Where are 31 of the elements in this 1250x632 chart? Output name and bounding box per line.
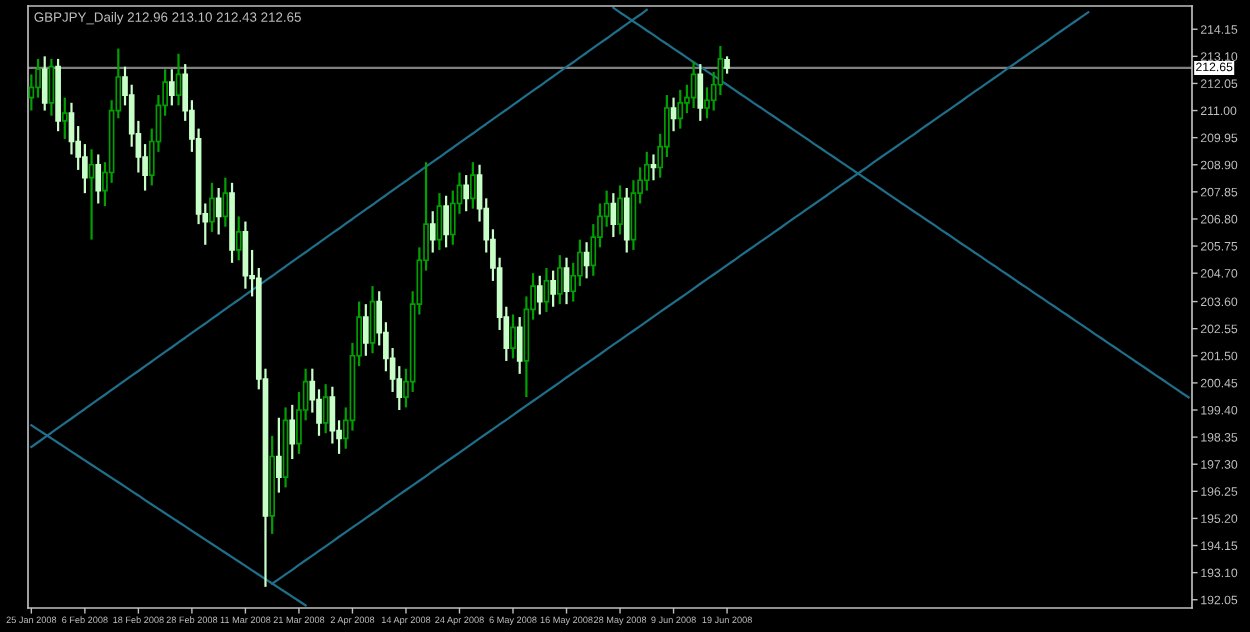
- candlestick: [650, 153, 657, 182]
- candlestick: [209, 181, 215, 233]
- candlestick: [550, 269, 556, 308]
- candlestick: [276, 416, 282, 494]
- candlestick: [61, 96, 68, 141]
- candlestick: [536, 274, 543, 316]
- candlestick: [670, 96, 677, 133]
- candlestick: [429, 210, 436, 254]
- candlestick: [470, 161, 476, 210]
- candlestick: [289, 403, 296, 461]
- candlestick: [95, 153, 102, 205]
- candlestick: [617, 184, 623, 236]
- candlestick: [88, 148, 95, 241]
- candlestick: [556, 254, 563, 306]
- candlestick: [362, 303, 369, 357]
- candlestick: [463, 173, 470, 213]
- candlestick: [41, 55, 48, 112]
- candlestick: [563, 256, 570, 306]
- candlestick: [215, 186, 222, 236]
- candlestick: [697, 62, 704, 122]
- candlestick: [516, 315, 523, 375]
- candlestick: [48, 57, 55, 117]
- candlestick: [168, 68, 175, 107]
- candlestick: [443, 194, 449, 249]
- candlestick: [235, 215, 242, 262]
- candlestick: [623, 186, 630, 254]
- candlestick: [242, 220, 249, 290]
- candlestick: [322, 383, 329, 435]
- candlestick: [677, 88, 684, 130]
- candlestick: [510, 313, 516, 360]
- candlestick: [222, 176, 229, 228]
